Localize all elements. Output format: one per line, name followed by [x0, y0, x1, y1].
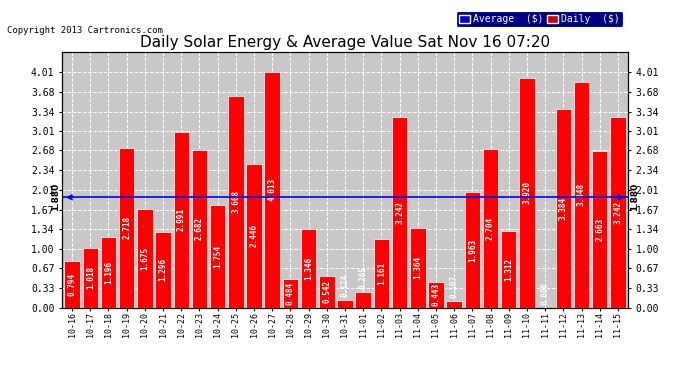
- Text: 1.346: 1.346: [304, 256, 313, 280]
- Text: 2.446: 2.446: [250, 224, 259, 248]
- Bar: [137, 209, 152, 308]
- Bar: [283, 279, 298, 308]
- Text: 3.384: 3.384: [559, 197, 568, 220]
- Bar: [464, 192, 480, 308]
- Text: 0.107: 0.107: [450, 275, 459, 298]
- Bar: [374, 240, 389, 308]
- Text: 3.848: 3.848: [577, 183, 586, 206]
- Bar: [501, 231, 517, 308]
- Bar: [392, 117, 407, 308]
- Bar: [228, 96, 244, 308]
- Bar: [192, 150, 207, 308]
- Bar: [428, 282, 444, 308]
- Bar: [555, 109, 571, 307]
- Text: 2.991: 2.991: [177, 208, 186, 231]
- Text: 0.484: 0.484: [286, 282, 295, 305]
- Text: Copyright 2013 Cartronics.com: Copyright 2013 Cartronics.com: [7, 26, 163, 35]
- Bar: [210, 205, 226, 308]
- Text: 1.312: 1.312: [504, 258, 513, 280]
- Text: 1.196: 1.196: [104, 261, 113, 284]
- Text: 1.675: 1.675: [140, 247, 149, 270]
- Bar: [301, 229, 316, 308]
- Text: 0.443: 0.443: [431, 283, 440, 306]
- Text: 1.754: 1.754: [213, 244, 222, 268]
- Bar: [119, 148, 135, 308]
- Text: 3.242: 3.242: [395, 201, 404, 224]
- Text: 2.663: 2.663: [595, 218, 604, 241]
- Text: 0.000: 0.000: [541, 282, 550, 304]
- Bar: [574, 82, 589, 308]
- Bar: [246, 164, 262, 308]
- Text: 0.265: 0.265: [359, 266, 368, 289]
- Legend: Average  ($), Daily  ($): Average ($), Daily ($): [456, 12, 623, 27]
- Text: 1.161: 1.161: [377, 262, 386, 285]
- Text: 1.880: 1.880: [51, 183, 60, 211]
- Bar: [319, 276, 335, 308]
- Text: 4.013: 4.013: [268, 178, 277, 201]
- Bar: [155, 231, 171, 308]
- Bar: [610, 117, 626, 308]
- Bar: [446, 301, 462, 307]
- Bar: [64, 261, 80, 308]
- Bar: [101, 237, 116, 308]
- Text: 3.608: 3.608: [231, 190, 240, 213]
- Bar: [410, 228, 426, 308]
- Text: 0.542: 0.542: [322, 280, 331, 303]
- Text: 3.242: 3.242: [613, 201, 622, 224]
- Text: 2.718: 2.718: [122, 216, 131, 239]
- Bar: [592, 152, 607, 308]
- Text: 2.704: 2.704: [486, 217, 495, 240]
- Bar: [337, 300, 353, 307]
- Bar: [519, 78, 535, 308]
- Bar: [483, 149, 498, 308]
- Text: 1.880: 1.880: [630, 183, 639, 211]
- Text: 1.018: 1.018: [86, 266, 95, 289]
- Bar: [83, 248, 98, 308]
- Text: 3.920: 3.920: [522, 181, 531, 204]
- Text: 1.963: 1.963: [468, 238, 477, 261]
- Bar: [355, 292, 371, 308]
- Title: Daily Solar Energy & Average Value Sat Nov 16 07:20: Daily Solar Energy & Average Value Sat N…: [140, 35, 550, 50]
- Text: 2.682: 2.682: [195, 217, 204, 240]
- Text: 0.794: 0.794: [68, 273, 77, 296]
- Text: 0.124: 0.124: [340, 274, 350, 297]
- Bar: [173, 132, 189, 308]
- Bar: [264, 72, 280, 308]
- Text: 1.364: 1.364: [413, 256, 422, 279]
- Text: 1.296: 1.296: [159, 258, 168, 281]
